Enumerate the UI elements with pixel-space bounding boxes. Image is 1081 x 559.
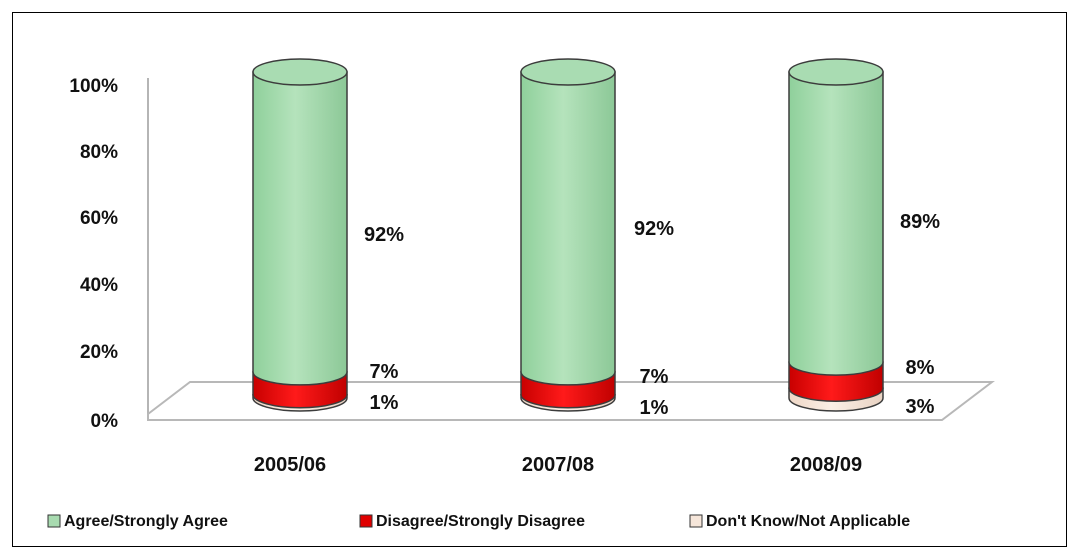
- y-tick-label: 100%: [69, 76, 118, 97]
- y-tick-label: 20%: [80, 342, 118, 363]
- legend-swatch: [689, 514, 703, 528]
- y-tick-label: 40%: [80, 275, 118, 296]
- legend-item-don-t-know-not-applicable: Don't Know/Not Applicable: [689, 513, 910, 530]
- bar-stack-2007-08: [520, 58, 616, 412]
- x-tick-label: 2005/06: [254, 454, 326, 476]
- legend-label: Don't Know/Not Applicable: [706, 513, 910, 530]
- y-tick-label: 0%: [91, 411, 119, 432]
- data-label-disagree-strongly-disagree: 8%: [906, 357, 935, 379]
- legend-label: Agree/Strongly Agree: [64, 513, 228, 530]
- bar-stack-2005-06: [252, 58, 348, 412]
- data-label-don-t-know-not-applicable: 1%: [640, 397, 669, 419]
- legend-label: Disagree/Strongly Disagree: [376, 513, 585, 530]
- data-label-disagree-strongly-disagree: 7%: [370, 361, 399, 383]
- bar-top-cap: [788, 58, 884, 86]
- y-tick-label: 60%: [80, 208, 118, 229]
- bar-agree-strongly-agree: [788, 71, 884, 376]
- bar-stack-2008-09: [788, 58, 884, 412]
- x-tick-label: 2007/08: [522, 454, 594, 476]
- bar-agree-strongly-agree: [252, 71, 348, 386]
- legend-swatch: [47, 514, 61, 528]
- y-tick-label: 80%: [80, 142, 118, 163]
- data-label-don-t-know-not-applicable: 3%: [906, 396, 935, 418]
- data-label-agree-strongly-agree: 92%: [634, 218, 674, 240]
- legend-item-disagree-strongly-disagree: Disagree/Strongly Disagree: [359, 513, 585, 530]
- legend-swatch: [359, 514, 373, 528]
- legend-item-agree-strongly-agree: Agree/Strongly Agree: [47, 513, 228, 530]
- bar-top-cap: [520, 58, 616, 86]
- x-tick-label: 2008/09: [790, 454, 862, 476]
- data-label-disagree-strongly-disagree: 7%: [640, 366, 669, 388]
- data-label-don-t-know-not-applicable: 1%: [370, 392, 399, 414]
- data-label-agree-strongly-agree: 92%: [364, 224, 404, 246]
- data-label-agree-strongly-agree: 89%: [900, 211, 940, 233]
- bar-agree-strongly-agree: [520, 71, 616, 386]
- bar-top-cap: [252, 58, 348, 86]
